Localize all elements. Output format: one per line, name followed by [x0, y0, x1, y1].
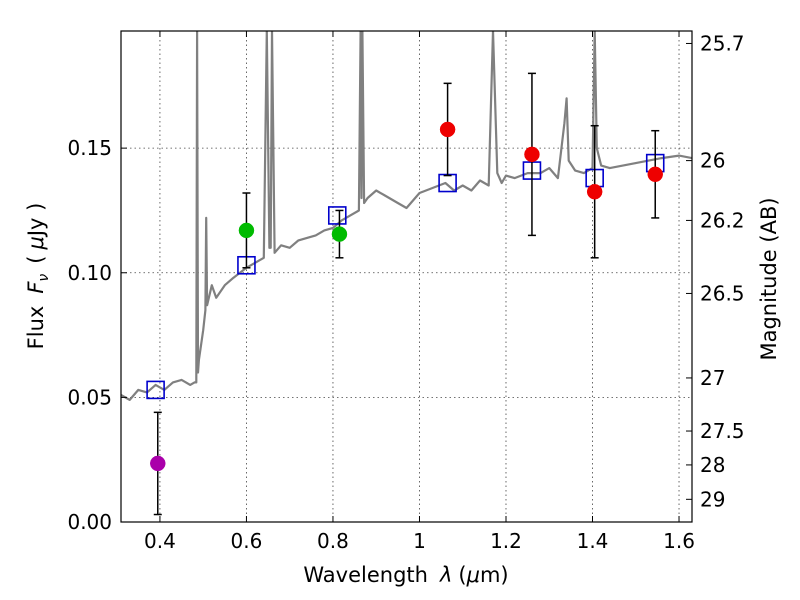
y-tick-label: 0.05 — [67, 385, 112, 409]
observed-photometry-point — [331, 226, 348, 242]
y2-tick-label: 26 — [700, 149, 725, 173]
y2-tick-label: 27 — [700, 366, 725, 390]
y2-tick-label: 26.5 — [700, 281, 745, 305]
observed-photometry-point — [524, 146, 540, 163]
observed-photometry-point — [647, 166, 663, 183]
y2-tick-label: 29 — [700, 487, 725, 511]
y2-tick-label: 25.7 — [700, 31, 745, 55]
x-tick-label: 0.6 — [231, 529, 263, 553]
x-tick-label: 1.2 — [490, 529, 522, 553]
observed-photometry-point — [439, 121, 456, 138]
model-photometry-square — [146, 380, 165, 400]
x-tick-label: 1 — [413, 529, 426, 553]
observed-photometry-point — [150, 455, 166, 472]
plot-frame — [120, 30, 693, 523]
observed-photometry-point — [238, 222, 255, 239]
y-tick-label: 0.10 — [67, 261, 112, 285]
y2-axis-title: Magnitude (AB) — [757, 197, 781, 360]
y-tick-label: 0.00 — [67, 510, 112, 534]
y2-tick-label: 27.5 — [700, 419, 745, 443]
y-tick-label: 0.15 — [67, 136, 112, 160]
x-tick-label: 1.6 — [663, 529, 695, 553]
x-tick-label: 0.8 — [317, 529, 349, 553]
y-axis-title: FluxFν(μJy ) — [24, 203, 52, 350]
axis-ticks: 0.4 0.6 0.8 1 1.2 1.4 1.6 0.00 0.05 0.10 0.15 25.7 2… — [67, 31, 745, 553]
y2-tick-label: 26.2 — [700, 208, 745, 232]
y2-tick-label: 28 — [700, 453, 725, 477]
x-tick-label: 0.4 — [144, 529, 176, 553]
template-spectrum-line — [121, 31, 692, 401]
x-tick-label: 1.4 — [577, 529, 609, 553]
model-photometry-square — [327, 206, 347, 225]
x-axis-title: Wavelength λ (μm) — [303, 563, 508, 587]
plot-area — [121, 31, 692, 516]
observed-photometry-point — [586, 184, 603, 200]
